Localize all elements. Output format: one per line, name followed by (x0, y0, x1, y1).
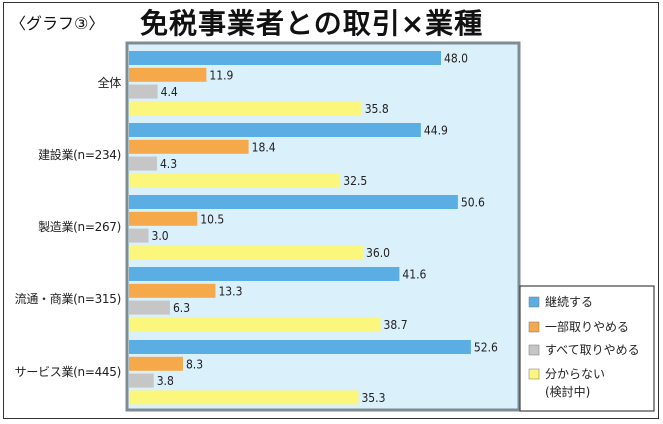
value-label: 10.5 (200, 212, 224, 226)
legend-swatch (528, 296, 540, 308)
legend-label: 継続する (545, 294, 593, 309)
value-label: 13.3 (218, 284, 242, 298)
legend-label: 一部取りやめる (545, 319, 629, 334)
legend-label: (検討中) (545, 384, 590, 399)
value-label: 44.9 (424, 124, 448, 138)
bar-3-4 (129, 245, 363, 260)
bar-4-1 (129, 267, 400, 281)
chart-title: 免税事業者との取引×業種 (140, 7, 483, 40)
plot-area (125, 41, 521, 412)
category-label: 製造業(n=267) (38, 220, 121, 234)
value-label: 32.5 (343, 174, 367, 188)
legend-label: 分からない (545, 367, 605, 381)
bar-2-2 (129, 139, 249, 154)
graph-number-label: 〈グラフ③〉 (10, 14, 104, 33)
legend-swatch (528, 368, 540, 380)
value-label: 4.4 (161, 85, 178, 99)
value-label: 50.6 (461, 196, 485, 210)
bar-3-2 (129, 211, 198, 226)
legend-label: すべて取りやめる (545, 343, 640, 357)
value-label: 41.6 (402, 268, 426, 282)
legend-swatch (528, 344, 540, 356)
legend-box (519, 285, 655, 412)
bar-2-1 (129, 123, 421, 137)
bar-4-3 (129, 300, 170, 315)
legend-swatch (528, 321, 540, 333)
value-label: 6.3 (173, 301, 190, 315)
value-label: 18.4 (252, 140, 276, 154)
value-label: 11.9 (209, 68, 233, 82)
bar-2-4 (129, 173, 341, 188)
bar-1-2 (129, 67, 207, 82)
bar-2-3 (129, 156, 157, 171)
bar-4-4 (129, 317, 381, 332)
value-label: 4.3 (160, 157, 177, 171)
bar-5-4 (129, 390, 359, 405)
value-label: 48.0 (444, 52, 468, 66)
bar-1-3 (129, 84, 158, 99)
value-label: 3.8 (157, 374, 174, 388)
bar-3-3 (129, 228, 149, 243)
value-label: 35.8 (365, 102, 389, 116)
value-label: 35.3 (361, 391, 385, 405)
category-label: 建設業(n=234) (38, 147, 121, 162)
value-label: 38.7 (384, 318, 408, 332)
category-label: 全体 (98, 75, 122, 90)
category-label: サービス業(n=445) (15, 365, 121, 379)
bar-3-1 (129, 195, 458, 209)
bar-1-1 (129, 51, 441, 65)
bar-1-4 (129, 101, 362, 116)
category-label: 流通・商業(n=315) (15, 291, 121, 306)
value-label: 8.3 (186, 357, 203, 371)
bar-5-3 (129, 373, 154, 388)
value-label: 52.6 (474, 341, 498, 355)
value-label: 36.0 (366, 246, 390, 260)
bar-4-2 (129, 283, 216, 298)
bar-5-1 (129, 340, 471, 354)
bar-5-2 (129, 356, 183, 371)
value-label: 3.0 (152, 229, 169, 243)
